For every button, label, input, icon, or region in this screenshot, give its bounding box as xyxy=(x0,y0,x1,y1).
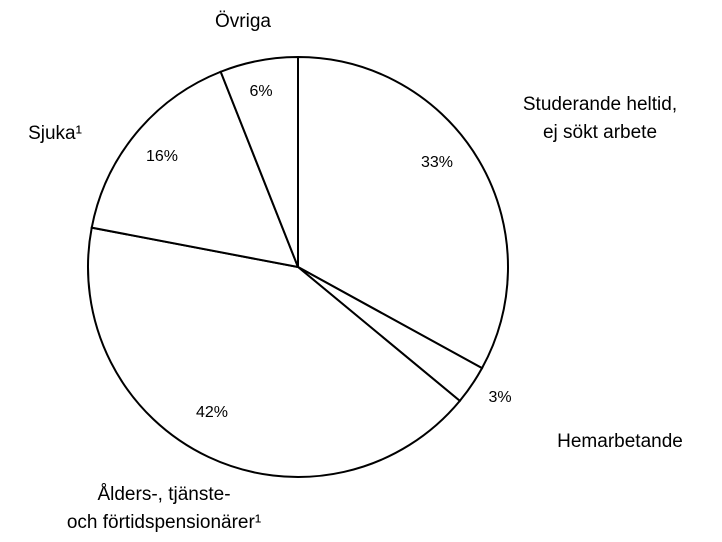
slice-value-label: 33% xyxy=(421,154,453,171)
slice-category-label: Studerande heltid, ej sökt arbete xyxy=(523,94,677,143)
pie-slice xyxy=(87,226,462,478)
slice-category-label: Hemarbetande xyxy=(557,431,683,452)
pie-slice xyxy=(297,55,509,370)
slice-category-label: Ålders-, tjänste-och förtidspensionärer¹ xyxy=(67,484,261,533)
slice-category-label: Sjuka¹ xyxy=(28,123,82,144)
slice-category-label: Övriga xyxy=(215,11,271,32)
slice-value-label: 16% xyxy=(146,148,178,165)
pie-slice xyxy=(219,55,299,268)
slice-value-label: 3% xyxy=(488,389,511,406)
pie-slice xyxy=(90,70,300,269)
slice-value-label: 6% xyxy=(249,83,272,100)
slice-value-label: 42% xyxy=(196,404,228,421)
